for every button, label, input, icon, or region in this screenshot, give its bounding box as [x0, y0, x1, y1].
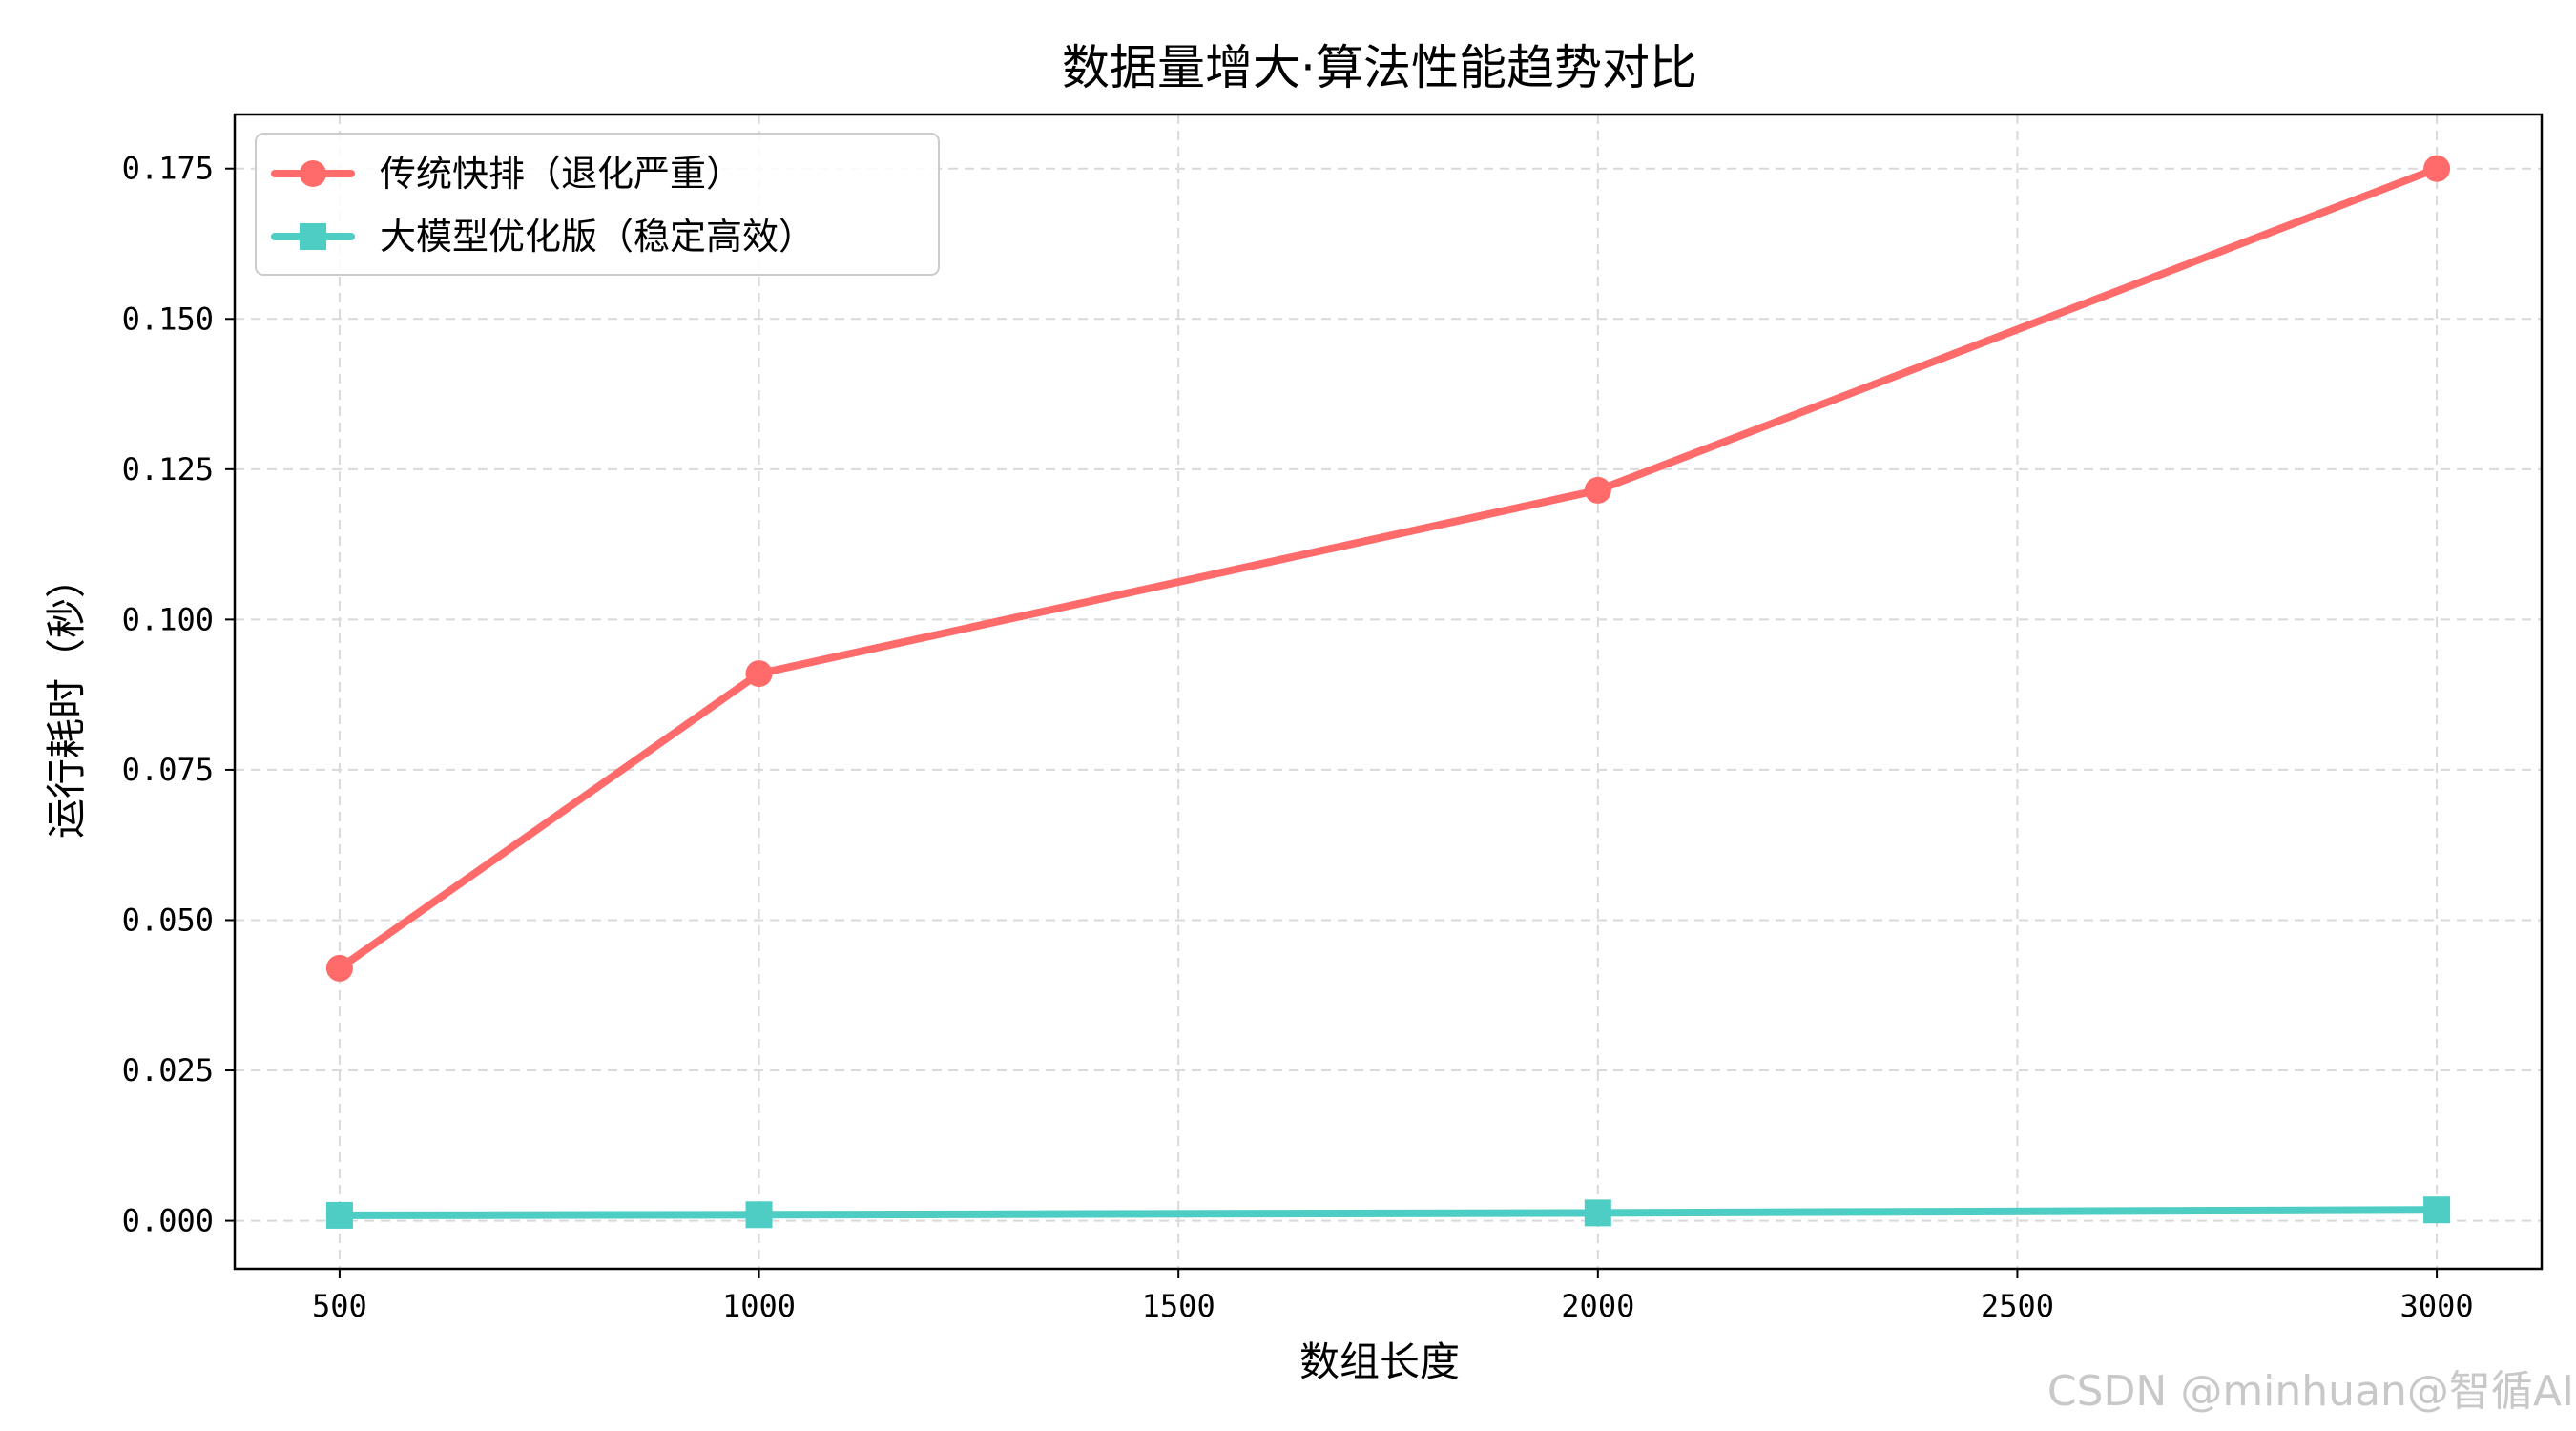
x-tick-label: 3000 — [2400, 1288, 2474, 1324]
series-2-point — [745, 1201, 773, 1229]
y-tick-label: 0.075 — [122, 752, 214, 788]
legend-swatch-marker — [300, 160, 326, 187]
x-tick-label: 1500 — [1142, 1288, 1215, 1324]
y-tick-label: 0.100 — [122, 601, 214, 637]
series-2-point — [1584, 1199, 1611, 1227]
series-layer — [325, 155, 2451, 1229]
series-1-point — [1584, 476, 1611, 504]
series-2-point — [2423, 1196, 2451, 1224]
series-1-point — [2423, 155, 2451, 182]
x-tick-label: 500 — [312, 1288, 367, 1324]
legend: 传统快排（退化严重） 大模型优化版（稳定高效） — [255, 133, 940, 276]
legend-swatch-marker — [300, 223, 326, 250]
y-tick-label: 0.025 — [122, 1052, 214, 1089]
y-tick-label: 0.150 — [122, 301, 214, 337]
series-line-2 — [335, 1206, 2441, 1219]
y-tick-label: 0.125 — [122, 451, 214, 487]
x-tick-label: 1000 — [722, 1288, 796, 1324]
legend-box — [255, 133, 940, 276]
grid — [235, 114, 2542, 1269]
legend-label: 大模型优化版（稳定高效） — [380, 216, 815, 258]
y-tick-label: 0.050 — [122, 902, 214, 938]
chart-title: 数据量增大·算法性能趋势对比 — [1062, 40, 1697, 95]
x-tick-label: 2500 — [1981, 1288, 2054, 1324]
x-axis-title: 数组长度 — [1299, 1338, 1460, 1385]
series-1-point — [745, 660, 773, 688]
y-tick-label: 0.000 — [122, 1203, 214, 1239]
legend-label: 传统快排（退化严重） — [380, 153, 742, 195]
watermark-text: CSDN @minhuan@智循AI — [2047, 1367, 2574, 1416]
y-axis-title: 运行耗时（秒） — [43, 558, 90, 839]
series-2-point — [325, 1201, 353, 1229]
x-axis: 500 1000 1500 2000 2500 3000 — [312, 1269, 2474, 1324]
plot-frame — [233, 113, 2544, 1271]
series-1-point — [325, 954, 353, 982]
y-axis: 0.000 0.025 0.050 0.075 0.100 0.125 0.150 0.175 — [122, 151, 235, 1239]
series-line-1 — [335, 164, 2441, 972]
x-tick-label: 2000 — [1561, 1288, 1634, 1324]
y-tick-label: 0.175 — [122, 151, 214, 187]
